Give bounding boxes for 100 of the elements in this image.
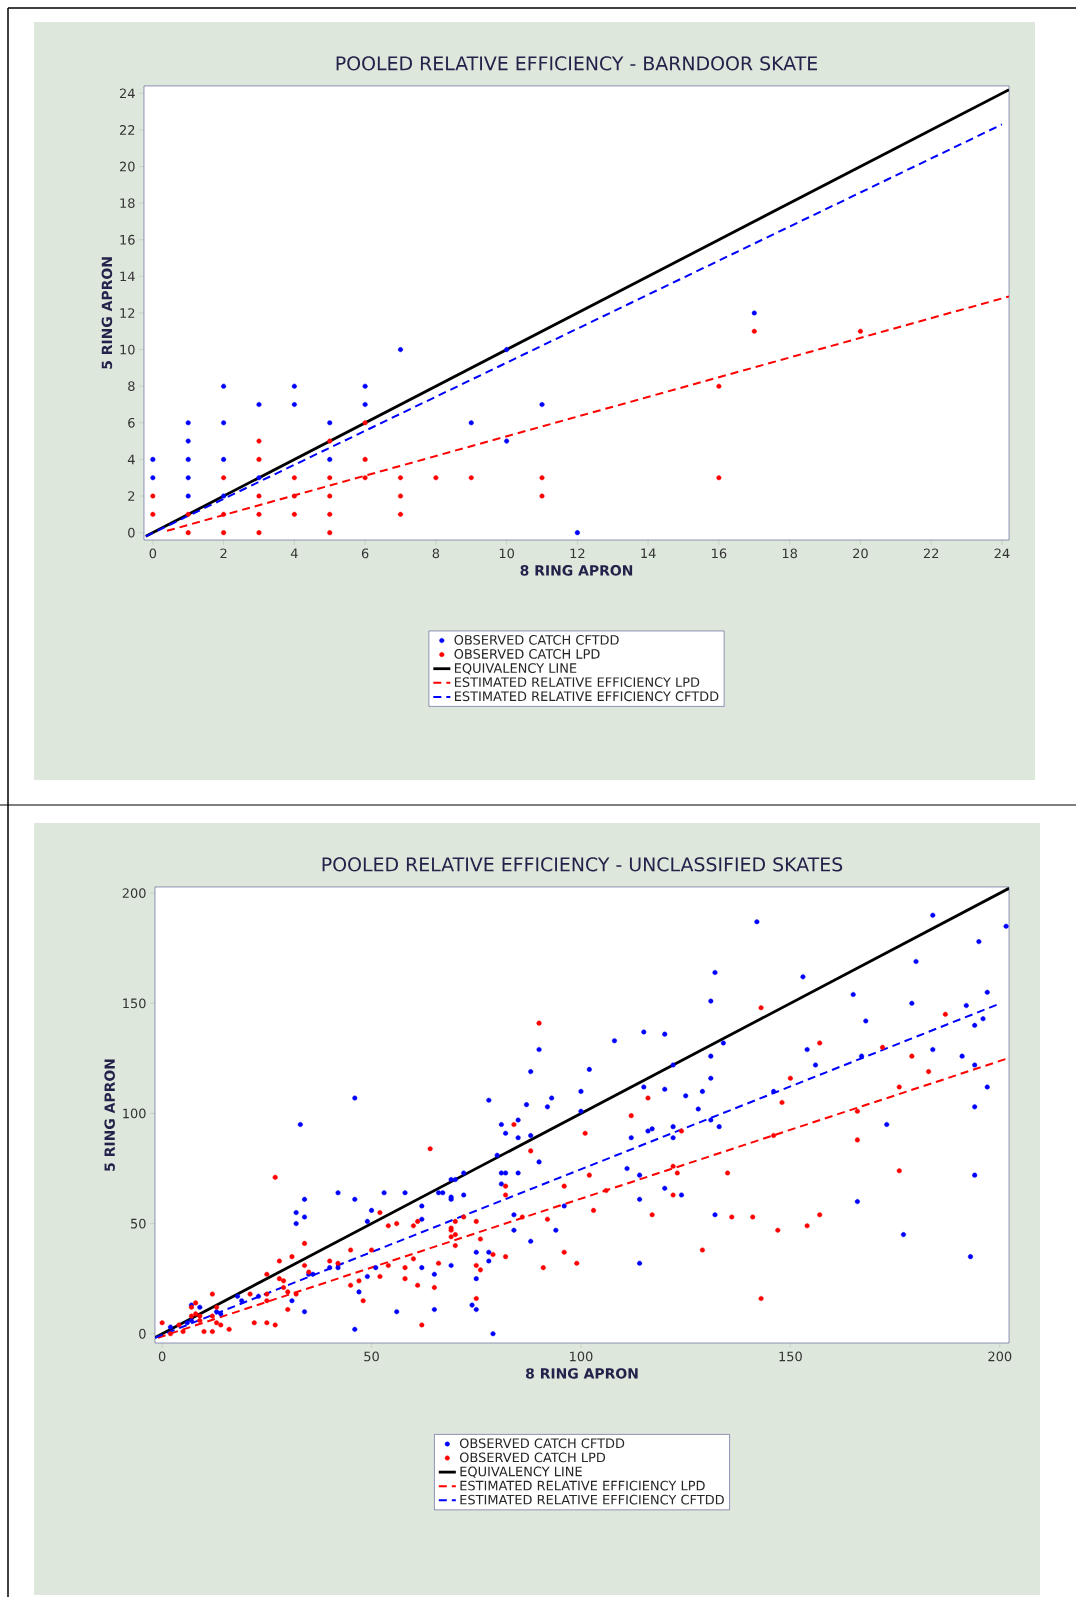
y-tick-label: 6 (128, 417, 135, 428)
y-tick-label: 18 (120, 198, 135, 209)
point (185, 493, 191, 499)
point (398, 347, 403, 353)
y-tick-label: 24 (119, 88, 135, 99)
point (362, 475, 368, 481)
legend-label: OBSERVED CATCH LPD (454, 649, 600, 659)
x-tick-label: 200 (988, 1351, 1012, 1362)
point (221, 420, 227, 426)
point (185, 456, 191, 462)
point (291, 511, 297, 517)
point (150, 475, 156, 481)
point (362, 420, 368, 426)
point (185, 511, 191, 517)
point (291, 475, 297, 481)
x-tick-label: 50 (364, 1351, 379, 1362)
point (857, 328, 863, 334)
y-tick-label: 150 (123, 998, 146, 1009)
point (716, 383, 722, 389)
y-tick-label: 16 (120, 234, 135, 245)
point (185, 420, 191, 426)
y-tick-label: 0 (128, 527, 135, 538)
point (327, 530, 333, 536)
x-axis-title: 8 RING APRON (525, 1368, 638, 1379)
x-tick-label: 16 (712, 548, 727, 559)
point (398, 493, 403, 499)
legend-label: ESTIMATED RELATIVE EFFICIENCY LPD (460, 1480, 705, 1491)
x-tick-label: 150 (779, 1351, 802, 1362)
x-tick-label: 10 (499, 548, 515, 559)
x-tick-label: 0 (149, 548, 157, 559)
y-tick-label: 2 (128, 491, 135, 501)
point (221, 530, 227, 536)
point (468, 475, 474, 481)
point (291, 402, 297, 407)
y-tick-label: 20 (119, 161, 135, 172)
point (398, 475, 403, 481)
x-tick-label: 18 (782, 548, 798, 559)
x-tick-label: 22 (923, 548, 939, 559)
point (256, 493, 262, 499)
point (362, 402, 368, 407)
point (468, 420, 474, 426)
legend-label: ESTIMATED RELATIVE EFFICIENCY LPD (454, 677, 700, 688)
x-tick-label: 20 (853, 548, 868, 559)
point (185, 475, 191, 481)
legend-label: OBSERVED CATCH CFTDD (454, 634, 619, 645)
point (256, 475, 262, 481)
y-tick-label: 8 (128, 381, 135, 392)
point (433, 475, 439, 481)
legend-label: OBSERVED CATCH CFTDD (459, 1438, 625, 1449)
point (716, 475, 722, 481)
point (539, 493, 545, 499)
x-tick-label: 12 (570, 548, 585, 559)
point (291, 493, 297, 499)
legend-label: ESTIMATED RELATIVE EFFICIENCY CFTDD (460, 1494, 724, 1505)
point (185, 438, 191, 444)
point (574, 530, 580, 536)
point (150, 456, 156, 462)
y-tick-label: 14 (120, 271, 135, 282)
legend-label: OBSERVED CATCH LPD (459, 1452, 606, 1463)
x-tick-label: 2 (220, 548, 227, 559)
x-tick-label: 0 (158, 1351, 166, 1362)
point (504, 438, 510, 444)
point (150, 511, 156, 517)
point (256, 402, 262, 407)
y-tick-label: 200 (122, 888, 146, 899)
point (362, 383, 368, 389)
point (221, 475, 227, 481)
y-tick-label: 0 (139, 1328, 146, 1339)
point (327, 420, 333, 426)
point (539, 475, 545, 481)
point (256, 530, 262, 536)
x-axis-title: 8 RING APRON (520, 565, 633, 576)
point (327, 438, 333, 444)
y-tick-label: 50 (131, 1218, 146, 1229)
point (256, 438, 262, 444)
point (539, 402, 545, 407)
y-tick-label: 10 (120, 344, 135, 355)
point (751, 328, 757, 334)
x-tick-label: 6 (361, 548, 369, 559)
point (291, 383, 297, 389)
x-tick-label: 24 (994, 548, 1010, 559)
y-tick-label: 12 (120, 308, 135, 318)
legend-label: EQUIVALENCY LINE (454, 663, 577, 675)
y-tick-label: 4 (127, 454, 135, 465)
x-tick-label: 100 (570, 1351, 593, 1362)
chart-title: POOLED RELATIVE EFFICIENCY - BARNDOOR SKATE (336, 56, 818, 71)
legend-label: ESTIMATED RELATIVE EFFICIENCY CFTDD (454, 691, 719, 702)
y-axis-title: 5 RING APRON (104, 1059, 115, 1171)
point (221, 456, 227, 462)
point (751, 310, 757, 316)
x-tick-label: 8 (432, 548, 440, 559)
point (221, 511, 227, 517)
point (362, 456, 368, 462)
x-tick-label: 14 (641, 548, 656, 558)
point (327, 511, 333, 517)
point (221, 383, 227, 389)
point (327, 475, 333, 481)
y-axis-title: 5 RING APRON (101, 257, 113, 369)
point (150, 493, 156, 499)
point (327, 456, 333, 462)
